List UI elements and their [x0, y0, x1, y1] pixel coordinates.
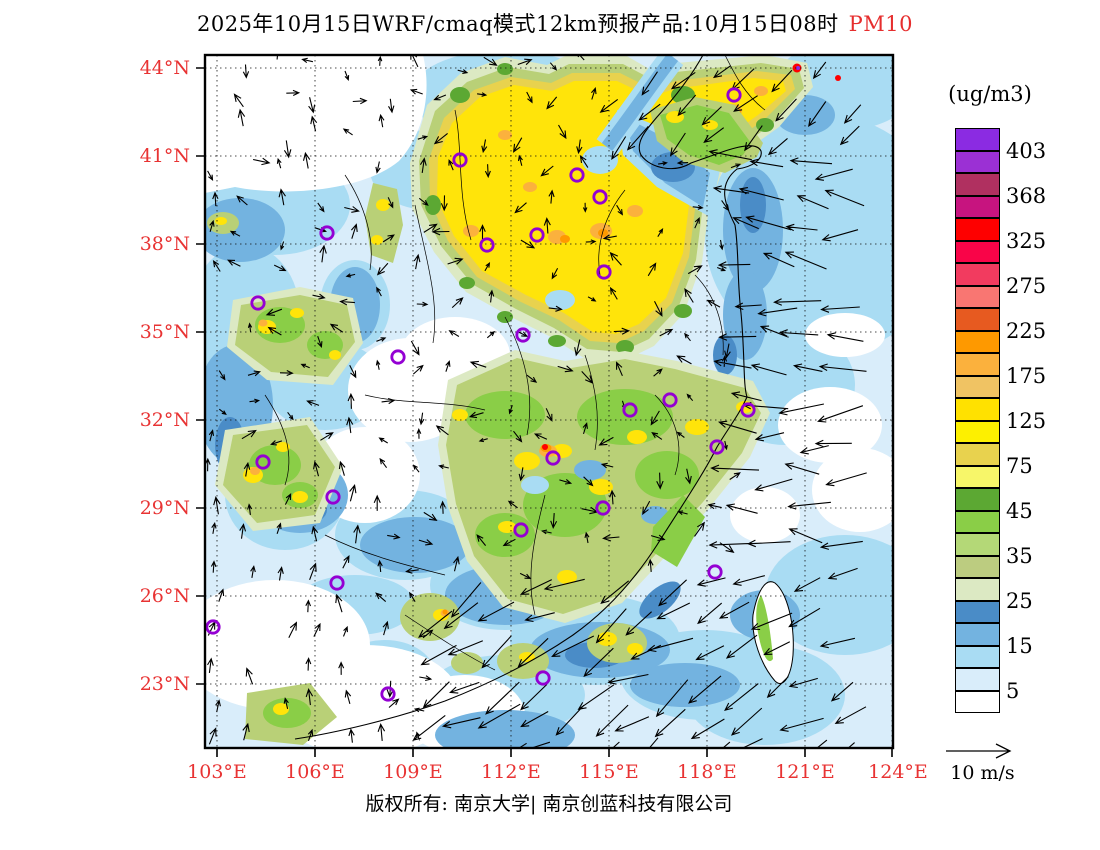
- graticule: [205, 55, 893, 748]
- city-marker: [622, 402, 638, 418]
- city-marker: [329, 575, 345, 591]
- colorbar-block: [955, 420, 1000, 443]
- title-text: 2025年10月15日WRF/cmaq模式12km预报产品:10月15日08时: [196, 12, 839, 36]
- city-marker: [726, 87, 742, 103]
- colorbar-block: [955, 555, 1000, 578]
- city-marker: [319, 225, 335, 241]
- pollutant-label: PM10: [848, 12, 914, 36]
- city-marker: [662, 392, 678, 408]
- colorbar-block: [955, 128, 1000, 151]
- city-marker: [707, 564, 723, 580]
- city-marker: [205, 619, 221, 635]
- axis-ticks: [196, 67, 893, 757]
- colorbar-tick-label: 5: [1006, 678, 1020, 703]
- colorbar-block: [955, 173, 1000, 196]
- colorbar-block: [955, 623, 1000, 646]
- colorbar-block: [955, 578, 1000, 601]
- colorbar-block: [955, 263, 1000, 286]
- colorbar-tick-label: 225: [1006, 318, 1047, 343]
- colorbar-block: [955, 240, 1000, 263]
- lon-label: 106°E: [285, 761, 345, 783]
- colorbar-block: [955, 443, 1000, 466]
- colorbar-block: [955, 375, 1000, 398]
- city-marker: [325, 489, 341, 505]
- city-marker: [740, 402, 756, 418]
- colorbar-block: [955, 465, 1000, 488]
- city-marker: [545, 450, 561, 466]
- colorbar-tick-label: 403: [1006, 138, 1047, 163]
- wind-scale-label: 10 m/s: [950, 762, 1015, 784]
- lat-label: 38°N: [139, 233, 190, 255]
- map-panel: [196, 53, 895, 757]
- city-marker: [380, 686, 396, 702]
- lat-label: 41°N: [139, 145, 190, 167]
- city-marker: [513, 522, 529, 538]
- lon-label: 124°E: [868, 761, 928, 783]
- city-marker: [255, 454, 271, 470]
- colorbar-block: [955, 353, 1000, 376]
- city-marker: [250, 295, 266, 311]
- colorbar-block: [955, 533, 1000, 556]
- lat-label: 44°N: [139, 57, 190, 79]
- colorbar-tick-label: 175: [1006, 363, 1047, 388]
- colorbar-block: [955, 398, 1000, 421]
- colorbar-tick-label: 25: [1006, 588, 1033, 613]
- wind-vector-field: [205, 55, 867, 748]
- city-marker: [390, 349, 406, 365]
- lon-label: 118°E: [677, 761, 737, 783]
- colorbar-block: [955, 150, 1000, 173]
- city-marker: [569, 167, 585, 183]
- colorbar-tick-label: 368: [1006, 183, 1047, 208]
- city-marker: [709, 439, 725, 455]
- colorbar-tick-label: 75: [1006, 453, 1033, 478]
- colorbar-block: [955, 690, 1000, 713]
- colorbar-tick-label: 35: [1006, 543, 1033, 568]
- colorbar-tick-label: 15: [1006, 633, 1033, 658]
- wind-scale-arrow: [946, 743, 1012, 759]
- city-marker: [592, 189, 608, 205]
- colorbar-block: [955, 668, 1000, 691]
- lat-label: 26°N: [139, 585, 190, 607]
- lat-label: 23°N: [139, 673, 190, 695]
- city-marker: [529, 227, 545, 243]
- lon-label: 109°E: [383, 761, 443, 783]
- colorbar-block: [955, 285, 1000, 308]
- city-marker: [596, 264, 612, 280]
- lon-label: 115°E: [579, 761, 639, 783]
- lat-label: 29°N: [139, 497, 190, 519]
- colorbar-block: [955, 330, 1000, 353]
- colorbar-tick-label: 125: [1006, 408, 1047, 433]
- city-marker: [452, 152, 468, 168]
- colorbar-block: [955, 600, 1000, 623]
- colorbar-block: [955, 488, 1000, 511]
- map-frame: [203, 53, 895, 750]
- colorbar-block: [955, 308, 1000, 331]
- city-marker: [595, 500, 611, 516]
- city-marker: [535, 670, 551, 686]
- lat-label: 35°N: [139, 321, 190, 343]
- city-markers: [205, 87, 756, 702]
- lat-label: 32°N: [139, 409, 190, 431]
- colorbar-unit-label: (ug/m3): [948, 82, 1032, 106]
- colorbar-block: [955, 195, 1000, 218]
- colorbar-block: [955, 218, 1000, 241]
- figure-title: 2025年10月15日WRF/cmaq模式12km预报产品:10月15日08时 P…: [160, 8, 950, 38]
- colorbar-block: [955, 645, 1000, 668]
- city-marker: [479, 237, 495, 253]
- lon-label: 112°E: [481, 761, 541, 783]
- colorbar-tick-label: 45: [1006, 498, 1033, 523]
- colorbar-tick-label: 275: [1006, 273, 1047, 298]
- lon-label: 121°E: [775, 761, 835, 783]
- map-art: [205, 55, 893, 748]
- lon-label: 103°E: [187, 761, 247, 783]
- colorbar-block: [955, 510, 1000, 533]
- copyright-text: 版权所有: 南京大学| 南京创蓝科技有限公司: [365, 793, 733, 815]
- city-marker: [515, 327, 531, 343]
- colorbar-tick-label: 325: [1006, 228, 1047, 253]
